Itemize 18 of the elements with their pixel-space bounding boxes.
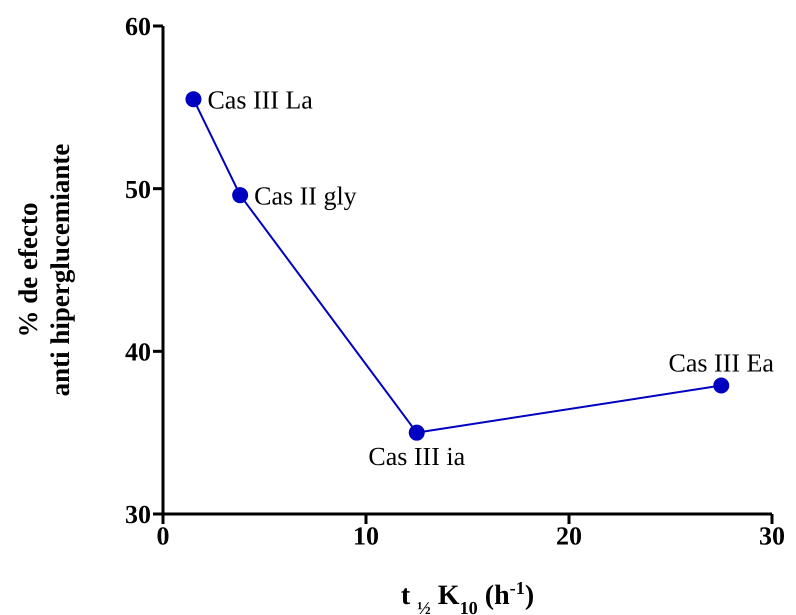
point	[185, 91, 202, 108]
x-tick-label: 10	[353, 521, 379, 550]
x-tick-label: 0	[156, 521, 170, 550]
point	[713, 377, 730, 394]
y-tick-label: 60	[125, 12, 151, 42]
annotation: Cas III La	[207, 85, 314, 114]
x-tick-label: 30	[759, 521, 785, 550]
y-tick-label: 30	[125, 500, 151, 530]
x-axis-title: t $_{½}$ K$_{10}$ (h$^{-1}$)	[400, 578, 534, 615]
point	[408, 424, 425, 441]
x-tick-label: 20	[556, 521, 582, 550]
y-tick-label: 50	[125, 174, 151, 204]
point	[232, 187, 248, 204]
y-tick-label: 40	[125, 338, 151, 367]
y-axis-title: % de efecto anti hiperglucemiante	[13, 144, 75, 396]
annotation: Cas III Ea	[668, 348, 774, 378]
annotation: Cas III ia	[368, 442, 466, 472]
annotation: Cas II gly	[254, 181, 357, 210]
